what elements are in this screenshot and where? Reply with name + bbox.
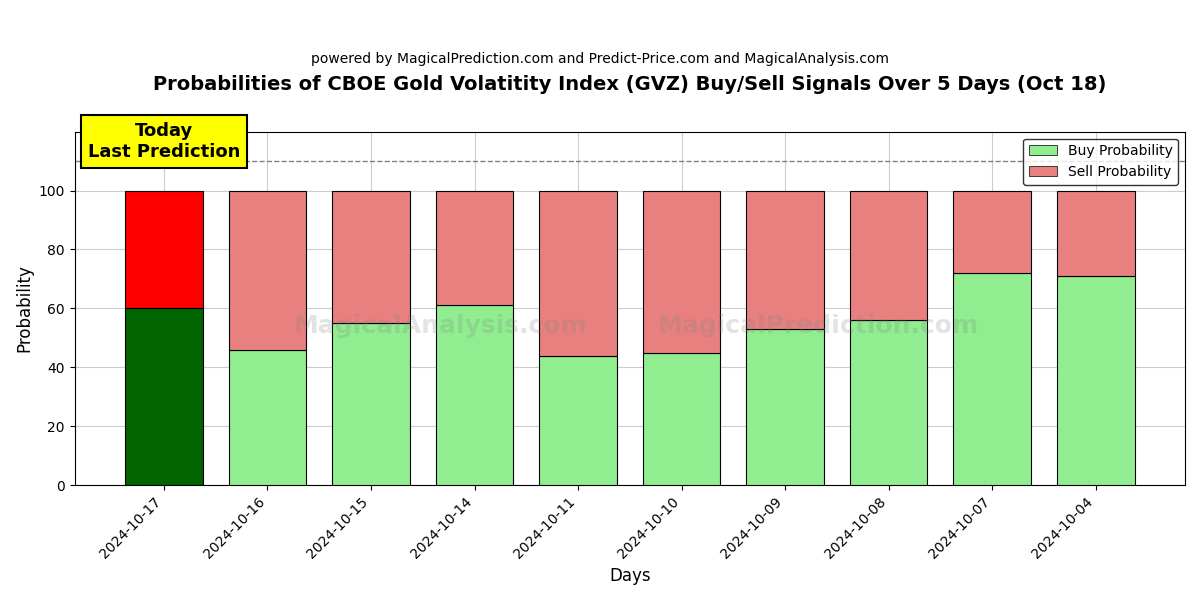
Text: Today
Last Prediction: Today Last Prediction bbox=[88, 122, 240, 161]
Bar bbox=[746, 191, 824, 329]
Title: Probabilities of CBOE Gold Volatitity Index (GVZ) Buy/Sell Signals Over 5 Days (: Probabilities of CBOE Gold Volatitity In… bbox=[154, 75, 1106, 94]
Bar bbox=[850, 191, 928, 320]
Text: MagicalAnalysis.com: MagicalAnalysis.com bbox=[294, 314, 588, 338]
Text: MagicalPrediction.com: MagicalPrediction.com bbox=[658, 314, 979, 338]
Bar bbox=[953, 273, 1031, 485]
Bar bbox=[229, 191, 306, 350]
Bar bbox=[643, 353, 720, 485]
Bar bbox=[125, 191, 203, 308]
Bar bbox=[539, 191, 617, 356]
X-axis label: Days: Days bbox=[610, 567, 650, 585]
Bar bbox=[1057, 191, 1134, 276]
Legend: Buy Probability, Sell Probability: Buy Probability, Sell Probability bbox=[1024, 139, 1178, 185]
Bar bbox=[539, 356, 617, 485]
Bar bbox=[332, 191, 410, 323]
Bar bbox=[850, 320, 928, 485]
Bar bbox=[436, 191, 514, 305]
Bar bbox=[332, 323, 410, 485]
Bar bbox=[953, 191, 1031, 273]
Bar bbox=[746, 329, 824, 485]
Bar bbox=[229, 350, 306, 485]
Bar bbox=[125, 308, 203, 485]
Bar bbox=[436, 305, 514, 485]
Text: powered by MagicalPrediction.com and Predict-Price.com and MagicalAnalysis.com: powered by MagicalPrediction.com and Pre… bbox=[311, 52, 889, 66]
Y-axis label: Probability: Probability bbox=[16, 265, 34, 352]
Bar bbox=[643, 191, 720, 353]
Bar bbox=[1057, 276, 1134, 485]
